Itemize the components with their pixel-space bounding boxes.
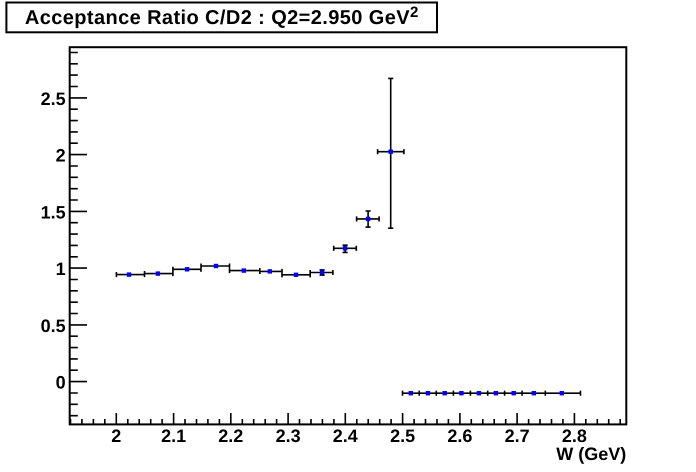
svg-text:Acceptance Ratio C/D2 : Q2=2.9: Acceptance Ratio C/D2 : Q2=2.950 GeV2 <box>25 4 419 29</box>
svg-text:2: 2 <box>111 426 121 446</box>
svg-text:2.5: 2.5 <box>41 89 66 109</box>
svg-text:2.6: 2.6 <box>447 426 472 446</box>
svg-text:0.5: 0.5 <box>41 316 66 336</box>
svg-text:2.8: 2.8 <box>562 426 587 446</box>
svg-text:2.4: 2.4 <box>333 426 358 446</box>
svg-text:1: 1 <box>56 259 66 279</box>
svg-text:1.5: 1.5 <box>41 202 66 222</box>
svg-text:2.1: 2.1 <box>161 426 186 446</box>
svg-text:2.2: 2.2 <box>218 426 243 446</box>
svg-text:2.7: 2.7 <box>505 426 530 446</box>
svg-text:2.5: 2.5 <box>390 426 415 446</box>
svg-text:W (GeV): W (GeV) <box>556 444 626 464</box>
svg-text:2.3: 2.3 <box>276 426 301 446</box>
svg-text:0: 0 <box>56 373 66 393</box>
svg-text:2: 2 <box>56 146 66 166</box>
